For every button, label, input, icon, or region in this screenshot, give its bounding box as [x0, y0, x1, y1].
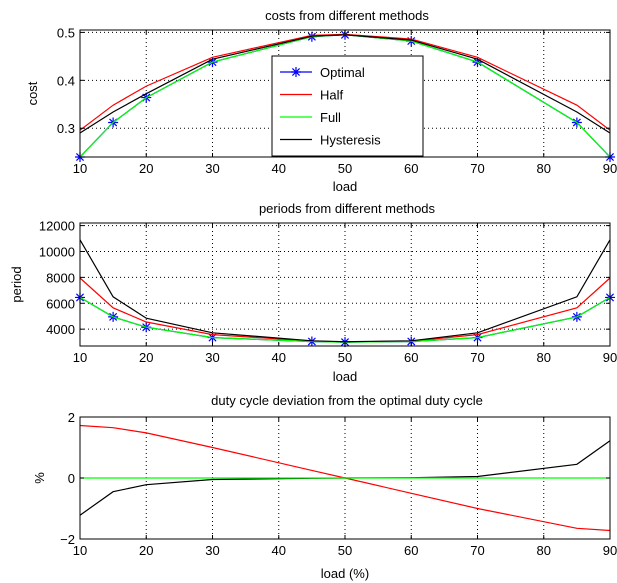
y-tick-label: 0.3	[57, 121, 75, 136]
series-line-half	[79, 33, 611, 131]
chart-1: 10 20 30 40 50 60 70 80 90 0.3 0.4 0.5 costs from di…	[25, 8, 617, 194]
x-tick-label: 20	[139, 161, 153, 176]
x-tick-label: 60	[404, 161, 418, 176]
y-tick-label: 10000	[39, 244, 75, 259]
y-tick-label: 0	[68, 471, 75, 486]
x-tick-label: 40	[272, 161, 286, 176]
x-axis-label: load	[333, 179, 358, 194]
x-tick-label: 20	[139, 543, 153, 558]
x-tick-label: 40	[272, 350, 286, 365]
legend-entry: Full	[320, 110, 341, 125]
x-tick-label: 80	[537, 350, 551, 365]
x-tick-label: 90	[603, 161, 617, 176]
x-tick-label: 70	[470, 350, 484, 365]
y-tick-label: 2	[68, 410, 75, 425]
series-line-0	[79, 424, 611, 532]
x-tick-label: 80	[537, 161, 551, 176]
chart-2: 10 20 30 40 50 60 70 80 90 4000 6000 8000 10000 12000…	[9, 201, 617, 384]
y-tick-label: 12000	[39, 219, 75, 234]
y-tick-label: 0.4	[57, 73, 75, 88]
x-tick-label: 10	[73, 161, 87, 176]
x-tick-label: 50	[338, 161, 352, 176]
x-axis-label: load (%)	[321, 566, 369, 581]
legend-marker	[291, 67, 301, 77]
x-axis-label: load	[333, 369, 358, 384]
y-tick-label: 0.5	[57, 25, 75, 40]
series-line-3	[79, 239, 611, 343]
x-tick-label: 10	[73, 350, 87, 365]
x-tick-label: 80	[537, 543, 551, 558]
y-tick-label: 4000	[46, 322, 75, 337]
legend-entry: Hysteresis	[320, 133, 381, 148]
chart-3: 10 20 30 40 50 60 70 80 90 −2 0 2 duty cycle deviati…	[32, 393, 617, 581]
y-axis-label: cost	[25, 81, 40, 105]
x-tick-label: 70	[470, 543, 484, 558]
x-tick-label: 30	[205, 161, 219, 176]
x-tick-label: 50	[338, 350, 352, 365]
x-tick-label: 10	[73, 543, 87, 558]
x-tick-label: 60	[404, 543, 418, 558]
legend: Optimal Half Full Hysteresis	[271, 55, 424, 157]
chart-title: duty cycle deviation from the optimal du…	[211, 393, 483, 408]
x-tick-label: 40	[272, 543, 286, 558]
x-tick-label: 20	[139, 350, 153, 365]
x-tick-label: 50	[338, 543, 352, 558]
x-tick-label: 30	[205, 350, 219, 365]
chart-title: periods from different methods	[259, 201, 436, 216]
legend-entry: Optimal	[320, 65, 365, 80]
x-tick-label: 30	[205, 543, 219, 558]
legend-entry: Half	[320, 88, 344, 103]
chart-title: costs from different methods	[265, 8, 429, 23]
x-tick-label: 70	[470, 161, 484, 176]
x-tick-label: 60	[404, 350, 418, 365]
y-axis-label: %	[32, 472, 47, 484]
x-tick-label: 90	[603, 543, 617, 558]
y-tick-label: 6000	[46, 296, 75, 311]
x-tick-label: 90	[603, 350, 617, 365]
y-axis-label: period	[9, 266, 24, 302]
y-tick-label: −2	[60, 532, 75, 547]
y-tick-label: 8000	[46, 270, 75, 285]
series-line-hysteresis	[79, 34, 611, 134]
